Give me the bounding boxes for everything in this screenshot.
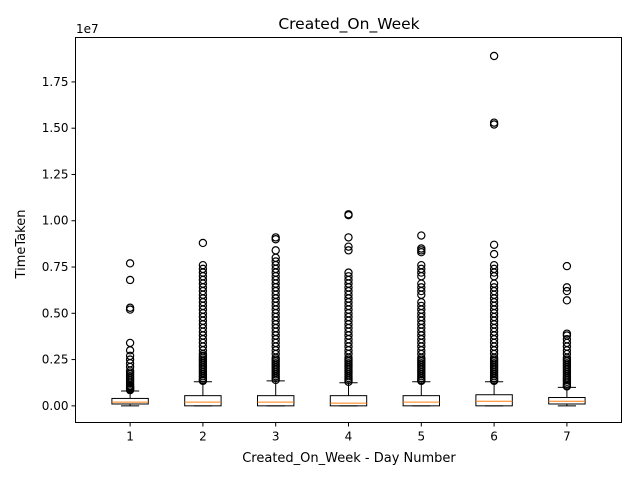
plot-frame [75, 37, 622, 423]
outlier-point [344, 246, 353, 255]
outlier-point [489, 283, 499, 292]
outlier-point [125, 355, 135, 364]
box-group-day-1 [111, 259, 149, 407]
outlier-point [417, 283, 426, 292]
outlier-point [125, 275, 135, 285]
outlier-point [562, 296, 572, 305]
iqr-box [111, 397, 149, 405]
y-tick-label: 1.00 [42, 214, 69, 228]
outlier-point [489, 264, 499, 274]
x-tick-label: 7 [563, 430, 571, 444]
outlier-point [417, 301, 426, 311]
x-tick-label: 2 [199, 430, 207, 444]
y-tick-label: 0.25 [42, 353, 69, 367]
outlier-point [125, 338, 135, 348]
box-group-day-2 [184, 238, 222, 407]
outlier-point [489, 118, 499, 127]
x-tick-label: 3 [272, 430, 280, 444]
y-ticks-layer: 0.00 0.25 0.50 0.75 1.00 1.25 1.50 1.75 [42, 75, 76, 413]
iqr-box [257, 395, 295, 407]
outlier-point [417, 244, 426, 253]
x-tick-label: 1 [126, 430, 134, 444]
x-tick-label: 6 [490, 430, 498, 444]
chart-title: Created_On_Week [278, 15, 419, 34]
outlier-point [344, 242, 353, 251]
box-group-day-3 [257, 233, 295, 407]
outlier-point [271, 257, 280, 266]
outlier-point [562, 261, 572, 271]
iqr-box [184, 395, 222, 407]
iqr-box [475, 394, 513, 407]
outlier-point [198, 264, 208, 274]
x-tick-label: 4 [345, 430, 353, 444]
outlier-point [489, 260, 499, 270]
boxes-layer [111, 51, 586, 407]
iqr-box [402, 395, 441, 407]
x-ticks-layer: 1 2 3 4 5 6 7 [126, 422, 571, 444]
x-tick-label: 5 [417, 430, 425, 444]
outlier-point [562, 329, 572, 338]
outlier-point [198, 238, 208, 248]
outlier-point [562, 283, 572, 292]
outlier-point [489, 249, 499, 259]
outlier-point [417, 231, 426, 240]
x-axis-label: Created_On_Week - Day Number [242, 451, 456, 466]
outlier-point [344, 272, 353, 281]
y-tick-label: 0.00 [42, 399, 69, 413]
outlier-point [344, 210, 353, 219]
outlier-point [489, 51, 499, 61]
box-group-day-4 [329, 210, 368, 407]
outlier-point [417, 260, 426, 270]
outlier-point [125, 259, 135, 268]
outlier-point [562, 335, 572, 344]
box-group-day-7 [548, 261, 586, 407]
box-group-day-6 [475, 51, 513, 407]
y-tick-label: 1.25 [42, 167, 69, 181]
y-offset-label: 1e7 [76, 22, 99, 36]
outlier-point [417, 264, 426, 274]
y-tick-label: 0.50 [42, 306, 69, 320]
y-tick-label: 1.75 [42, 75, 69, 89]
y-tick-label: 1.50 [42, 121, 69, 135]
y-axis-label: TimeTaken [14, 210, 29, 280]
outlier-point [125, 303, 135, 312]
outlier-point [344, 233, 353, 242]
iqr-box [329, 395, 368, 407]
box-group-day-5 [402, 231, 441, 407]
outlier-point [489, 240, 499, 250]
outlier-point [344, 268, 353, 277]
outlier-point [271, 246, 280, 255]
y-tick-label: 0.75 [42, 260, 69, 274]
outlier-point [562, 286, 572, 296]
outlier-point [271, 233, 280, 242]
outlier-point [198, 260, 208, 270]
outlier-point [125, 351, 135, 361]
